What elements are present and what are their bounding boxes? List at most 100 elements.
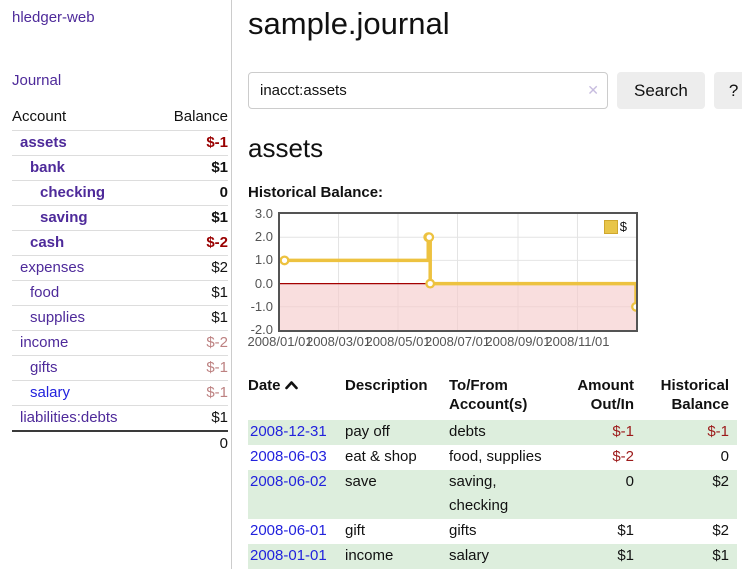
register-row: 2008-01-01 income salary $1 $1: [248, 544, 737, 569]
register-header-balance: Historical Balance: [660, 377, 729, 413]
search-button[interactable]: Search: [617, 72, 705, 109]
account-cell: gifts: [12, 355, 120, 381]
x-tick-label: 2008/11/01: [545, 334, 610, 349]
account-cell: bank: [12, 155, 120, 181]
account-cell: salary: [12, 380, 120, 406]
account-cell: assets: [12, 130, 120, 156]
sidebar-item-journal[interactable]: Journal: [12, 72, 62, 89]
page-title: sample.journal: [248, 6, 450, 41]
register-header-date: Date: [248, 376, 345, 420]
x-tick-label: 2008/09/01: [485, 334, 551, 349]
account-link-income[interactable]: income: [20, 334, 69, 351]
register-date-cell: 2008-06-02: [248, 470, 345, 519]
register-row: 2008-06-03 eat & shop food, supplies $-2 0: [248, 445, 737, 470]
account-cell: food: [12, 280, 120, 306]
x-tick-label: 2008/03/01: [305, 334, 372, 349]
account-balance: $1: [120, 155, 228, 181]
account-row: gifts $-1: [12, 355, 228, 381]
legend-swatch-icon: [603, 219, 618, 234]
account-cell: income: [12, 330, 120, 356]
register-amount-cell: $-2: [612, 448, 634, 465]
chart-canvas: [278, 212, 638, 332]
transaction-date-link[interactable]: 2008-12-31: [250, 423, 327, 440]
y-tick-label: -1.0: [250, 298, 273, 314]
account-cell: cash: [12, 230, 120, 256]
account-link-salary[interactable]: salary: [30, 384, 71, 401]
account-link-supplies[interactable]: supplies: [30, 309, 86, 326]
sort-by-date-link[interactable]: Date: [248, 377, 298, 394]
register-amount-cell: $1: [617, 522, 634, 539]
account-row: saving $1: [12, 205, 228, 231]
account-link-expenses[interactable]: expenses: [20, 259, 85, 276]
transaction-date-link[interactable]: 2008-06-01: [250, 522, 327, 539]
legend-label: $: [619, 219, 627, 234]
account-row: checking 0: [12, 180, 228, 206]
register-balance-cell: $1: [712, 547, 729, 564]
sidebar: hledger-web Journal Account Balance asse…: [0, 0, 232, 569]
account-balance: $-1: [120, 380, 228, 406]
app: hledger-web Journal Account Balance asse…: [0, 0, 742, 569]
account-balance: $-2: [120, 230, 228, 256]
accounts-header-row: Account Balance: [12, 108, 228, 131]
account-row: cash $-2: [12, 230, 228, 256]
chart-legend: $: [603, 219, 627, 234]
register-header-accounts: To/From Account(s): [449, 377, 528, 413]
transaction-date-link[interactable]: 2008-01-01: [250, 547, 327, 564]
register-amount-cell: $1: [617, 547, 634, 564]
transaction-date-link[interactable]: 2008-06-03: [250, 448, 327, 465]
register-balance-cell: $2: [712, 522, 729, 539]
account-row: income $-2: [12, 330, 228, 356]
accounts-total-balance: 0: [120, 430, 228, 456]
accounts-total-spacer: [12, 430, 120, 456]
register-date-cell: 2008-12-31: [248, 420, 345, 445]
register-row: 2008-06-02 save saving, checking 0 $2: [248, 470, 737, 519]
account-cell: supplies: [12, 305, 120, 331]
account-link-assets[interactable]: assets: [20, 134, 67, 151]
y-tick-label: 0.0: [254, 275, 273, 291]
register-header-description: Description: [345, 377, 428, 394]
register-header-row: Date Description To/From Account(s) Amou…: [248, 376, 737, 420]
y-tick-label: -2.0: [250, 322, 273, 337]
account-row: supplies $1: [12, 305, 228, 331]
account-cell: expenses: [12, 255, 120, 281]
account-link-liabilities-debts[interactable]: liabilities:debts: [20, 409, 118, 426]
account-cell: checking: [12, 180, 120, 206]
account-link-cash[interactable]: cash: [30, 234, 65, 251]
register-amount-cell: $-1: [612, 423, 634, 440]
account-row: bank $1: [12, 155, 228, 181]
register-accounts-cell: salary: [449, 547, 490, 564]
account-balance: $-1: [120, 355, 228, 381]
accounts-header-account: Account: [12, 108, 67, 125]
accounts-table: Account Balance assets $-1 bank $1 checking 0…: [12, 108, 228, 456]
search-input[interactable]: [248, 72, 608, 109]
chart-plot-area: $ 2008/01/01 2008/03/01 2008/05/01 2008/07/…: [247, 212, 638, 352]
transaction-date-link[interactable]: 2008-06-02: [250, 473, 327, 490]
register-description-cell: save: [345, 473, 377, 490]
x-tick-label: 2008/05/01: [365, 334, 431, 349]
help-button[interactable]: ?: [713, 72, 742, 109]
y-tick-label: 2.0: [254, 229, 273, 245]
account-cell: saving: [12, 205, 120, 231]
register-table: Date Description To/From Account(s) Amou…: [248, 376, 737, 569]
register-description-cell: pay off: [345, 423, 390, 440]
register-accounts-cell: gifts: [449, 522, 477, 539]
register-balance-cell: $-1: [707, 423, 729, 440]
account-balance: 0: [120, 180, 228, 206]
register-row: 2008-06-01 gift gifts $1 $2: [248, 519, 737, 544]
register-date-cell: 2008-06-01: [248, 519, 345, 544]
register-description-cell: gift: [345, 522, 366, 539]
account-link-bank[interactable]: bank: [30, 159, 66, 176]
account-row: food $1: [12, 280, 228, 306]
accounts-total-row: 0: [12, 430, 228, 456]
clear-search-icon[interactable]: ✕: [587, 82, 599, 98]
account-balance: $1: [120, 280, 228, 306]
account-link-food[interactable]: food: [30, 284, 60, 301]
account-row: expenses $2: [12, 255, 228, 281]
register-description-cell: eat & shop: [345, 448, 417, 465]
account-link-checking[interactable]: checking: [40, 184, 106, 201]
register-balance-cell: $2: [712, 473, 729, 490]
app-brand-link[interactable]: hledger-web: [12, 9, 95, 26]
account-link-saving[interactable]: saving: [40, 209, 88, 226]
account-link-gifts[interactable]: gifts: [30, 359, 58, 376]
register-balance-cell: 0: [720, 448, 729, 465]
